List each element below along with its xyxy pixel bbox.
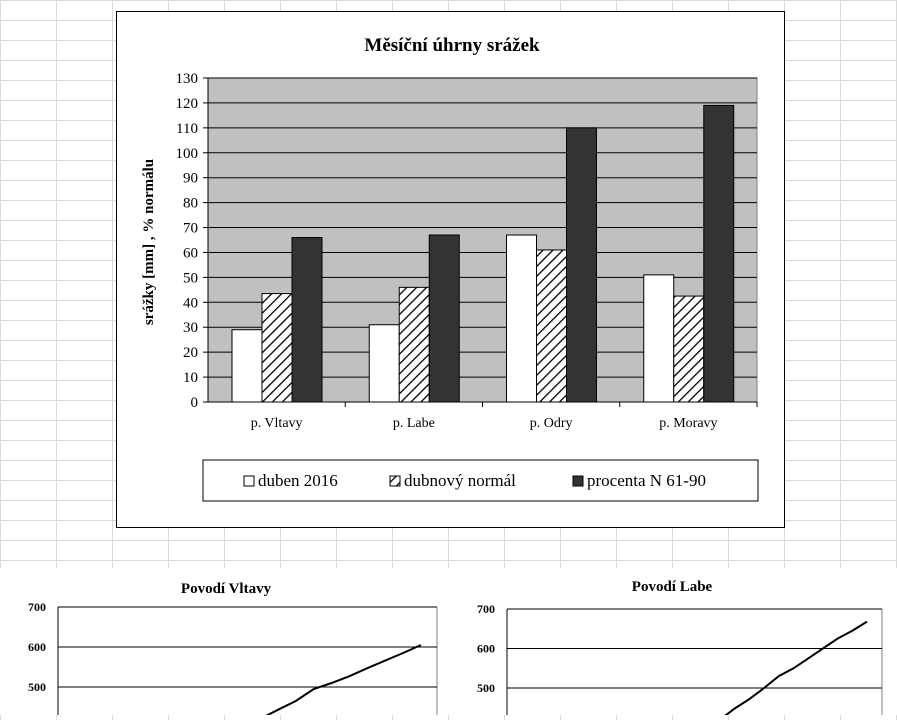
bar (428, 234, 460, 403)
bar (643, 274, 675, 403)
y-axis-ticks: 0 10 20 30 40 50 60 70 80 90 100 110 120 130 (176, 71, 208, 411)
bar (368, 324, 400, 403)
legend-swatch-dubnovy-normal (389, 475, 401, 487)
bar (231, 329, 263, 403)
labe-y-axis-ticks: 500 600 700 (477, 602, 495, 695)
y-tick-label: 10 (183, 370, 198, 386)
bar (506, 234, 537, 403)
y-tick-label: 700 (477, 602, 495, 616)
bar (291, 237, 323, 403)
y-tick-label: 80 (183, 196, 198, 212)
bar (536, 249, 567, 403)
x-tick-label: p. Moravy (659, 416, 717, 431)
vltava-chart-area: Povodí Vltavy 500 600 700 (0, 568, 450, 720)
x-axis-ticks: p. Vltavy p. Labe p. Odry p. Moravy (251, 402, 758, 431)
y-tick-label: 30 (183, 320, 198, 336)
y-tick-label: 130 (176, 71, 199, 87)
legend-label-dubnovy-normal: dubnový normál (404, 471, 516, 490)
y-tick-label: 100 (176, 146, 199, 162)
main-chart-area: Měsíční úhrny srážek 0 10 20 30 40 50 60 70 80 90… (116, 11, 785, 528)
y-tick-label: 600 (477, 642, 495, 656)
legend-label-duben-2016: duben 2016 (258, 471, 338, 490)
y-tick-label: 500 (28, 680, 46, 694)
legend-swatch-procenta (572, 475, 584, 487)
y-tick-label: 120 (176, 96, 199, 112)
vltava-series-line (259, 644, 422, 720)
y-tick-label: 50 (183, 270, 198, 286)
bar (261, 293, 293, 403)
y-tick-label: 700 (28, 600, 46, 614)
y-axis-label: srážky [mm] , % normálu (141, 159, 157, 325)
y-tick-label: 500 (477, 681, 495, 695)
vltava-y-axis-ticks: 500 600 700 (28, 600, 46, 694)
bar (673, 295, 705, 403)
legend-box (202, 459, 759, 502)
x-tick-label: p. Vltavy (251, 416, 303, 431)
vltava-line-chart: Povodí Vltavy 500 600 700 (28, 581, 438, 720)
vltava-gridlines (57, 606, 438, 715)
labe-series-line (719, 620, 868, 720)
x-tick-label: p. Labe (393, 416, 435, 431)
legend-label-procenta: procenta N 61-90 (587, 471, 706, 490)
y-tick-label: 20 (183, 345, 198, 361)
labe-line-chart: Povodí Labe 500 600 700 (477, 579, 883, 720)
y-tick-label: 40 (183, 295, 198, 311)
labe-chart-area: Povodí Labe 500 600 700 (450, 568, 897, 720)
y-tick-label: 90 (183, 171, 198, 187)
labe-gridlines (506, 608, 883, 715)
bar (703, 104, 735, 403)
chart-title: Měsíční úhrny srážek (364, 35, 540, 56)
x-tick-label: p. Odry (530, 416, 573, 431)
vltava-chart-title: Povodí Vltavy (181, 581, 272, 597)
y-tick-label: 70 (183, 221, 198, 237)
bar (566, 127, 597, 403)
labe-chart-title: Povodí Labe (632, 579, 713, 595)
y-tick-label: 110 (176, 121, 198, 137)
bar (398, 286, 430, 403)
y-tick-label: 60 (183, 245, 198, 261)
legend-swatch-duben-2016 (243, 475, 255, 487)
y-tick-label: 600 (28, 640, 46, 654)
legend: duben 2016 dubnový normál procenta N 61-… (202, 459, 759, 502)
bar-chart: Měsíční úhrny srážek 0 10 20 30 40 50 60 70 80 90… (141, 35, 759, 502)
y-tick-label: 0 (191, 395, 199, 411)
